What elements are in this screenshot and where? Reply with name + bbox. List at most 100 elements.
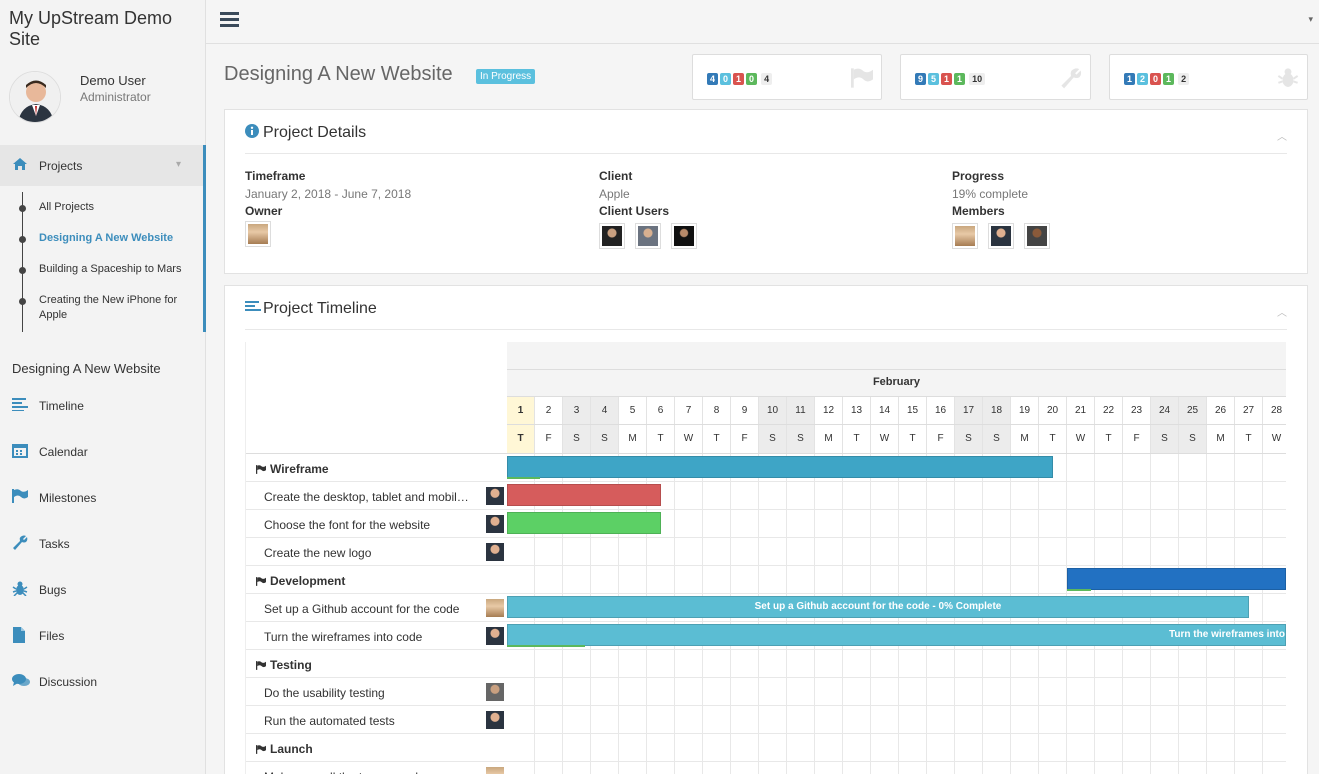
gantt-bar[interactable] (507, 512, 661, 534)
user-name[interactable]: Demo User (80, 73, 146, 88)
gantt-bar[interactable] (507, 484, 661, 506)
avatar[interactable] (486, 543, 504, 561)
chevron-down-icon: ▾ (176, 159, 182, 170)
user-role: Administrator (80, 90, 151, 104)
avatar[interactable] (486, 487, 504, 505)
gantt-task-row[interactable]: Turn the wireframes into code (246, 622, 508, 650)
weekday-cell: M (1207, 425, 1235, 453)
collapse-icon[interactable]: ︿ (1277, 132, 1287, 143)
gantt-bar[interactable]: Set up a Github account for the code - 0… (507, 596, 1249, 618)
flag-icon (12, 489, 30, 505)
gantt-task-row[interactable]: Choose the font for the website (246, 510, 508, 538)
day-cell: 3 (563, 397, 591, 424)
avatar[interactable] (486, 711, 504, 729)
weekday-cell: S (787, 425, 815, 453)
weekday-cell: T (1235, 425, 1263, 453)
members-avatars (952, 223, 1050, 249)
weekday-cell: F (1123, 425, 1151, 453)
client-value: Apple (599, 187, 630, 201)
site-title[interactable]: My UpStream Demo Site (9, 8, 173, 49)
hamburger-menu-icon[interactable] (220, 12, 239, 28)
project-link-website[interactable]: Designing A New Website (19, 231, 189, 246)
avatar[interactable] (9, 71, 61, 123)
avatar[interactable] (671, 223, 697, 249)
day-cell: 26 (1207, 397, 1235, 424)
project-link-iphone[interactable]: Creating the New iPhone for Apple (19, 293, 189, 323)
day-cell: 11 (787, 397, 815, 424)
gantt-bar-progress (507, 477, 540, 479)
grid-column (1263, 454, 1286, 774)
home-icon (12, 157, 28, 174)
chevron-down-icon[interactable]: ▾ (1308, 14, 1313, 24)
client-users-label: Client Users (599, 204, 670, 218)
timeframe-label: Timeframe (245, 169, 306, 183)
gantt-bar[interactable]: Turn the wireframes into (507, 624, 1286, 646)
gantt-group-row[interactable]: Testing (246, 650, 508, 678)
progress-value: 19% complete (952, 187, 1029, 201)
members-label: Members (952, 204, 1005, 218)
weekday-cell: S (1179, 425, 1207, 453)
day-cell: 23 (1123, 397, 1151, 424)
gantt-bar[interactable] (507, 456, 1053, 478)
avatar[interactable] (486, 767, 504, 774)
nav-bugs[interactable]: Bugs (0, 575, 206, 605)
gantt-task-row[interactable]: Create the new logo (246, 538, 508, 566)
weekday-cell: T (507, 425, 535, 453)
day-cell: 13 (843, 397, 871, 424)
day-cell: 27 (1235, 397, 1263, 424)
gantt-row-label: Launch (270, 742, 313, 756)
avatar[interactable] (635, 223, 661, 249)
day-cell: 12 (815, 397, 843, 424)
project-link-all[interactable]: All Projects (19, 200, 189, 215)
bug-icon (12, 581, 30, 597)
info-icon (245, 124, 259, 138)
flag-icon (256, 743, 266, 754)
avatar[interactable] (988, 223, 1014, 249)
nav-files[interactable]: Files (0, 621, 206, 651)
avatar[interactable] (599, 223, 625, 249)
nav-projects[interactable]: Projects ▾ (0, 145, 206, 186)
gantt-row-label: Wireframe (270, 462, 329, 476)
nav-calendar[interactable]: Calendar (0, 437, 206, 467)
gantt-grid: Set up a Github account for the code - 0… (507, 454, 1286, 774)
day-cell: 17 (955, 397, 983, 424)
nav-milestones[interactable]: Milestones (0, 483, 206, 513)
weekday-cell: S (563, 425, 591, 453)
day-cell: 5 (619, 397, 647, 424)
nav-tasks[interactable]: Tasks (0, 529, 206, 559)
gantt-bar[interactable] (1067, 568, 1286, 590)
avatar[interactable] (486, 627, 504, 645)
project-submenu: All Projects Designing A New Website Bui… (0, 186, 206, 332)
avatar[interactable] (952, 223, 978, 249)
collapse-icon[interactable]: ︿ (1277, 308, 1287, 319)
flag-icon (851, 67, 873, 89)
gantt-row-label: Choose the font for the website (264, 518, 431, 532)
weekday-cell: S (1151, 425, 1179, 453)
nav-projects-label: Projects (39, 159, 83, 173)
nav-discussion[interactable]: Discussion (0, 667, 206, 697)
gantt-task-row[interactable]: Run the automated tests (246, 706, 508, 734)
avatar[interactable] (1024, 223, 1050, 249)
gantt-row-label: Create the desktop, tablet and mobile mo… (264, 490, 472, 504)
weekday-cell: T (1039, 425, 1067, 453)
avatar[interactable] (486, 683, 504, 701)
nav-timeline[interactable]: Timeline (0, 391, 206, 421)
gantt-group-row[interactable]: Development (246, 566, 508, 594)
avatar[interactable] (486, 515, 504, 533)
gantt-task-row[interactable]: Set up a Github account for the code (246, 594, 508, 622)
gantt-group-row[interactable]: Wireframe (246, 454, 508, 482)
avatar[interactable] (245, 221, 271, 247)
project-link-spaceship[interactable]: Building a Spaceship to Mars (19, 262, 189, 277)
current-project-heading: Designing A New Website (12, 361, 161, 376)
gantt-task-row[interactable]: Do the usability testing (246, 678, 508, 706)
calendar-icon (12, 443, 30, 459)
gantt-task-row[interactable]: Create the desktop, tablet and mobile mo… (246, 482, 508, 510)
tasks-stat-box[interactable]: 9 5 1 1 10 (900, 54, 1091, 100)
avatar[interactable] (486, 599, 504, 617)
gantt-task-row[interactable]: Make sure all the team members are ready (246, 762, 508, 774)
gantt-group-row[interactable]: Launch (246, 734, 508, 762)
gantt-timeline-area: February 1 2 3 4 5 6 7 8 9 10 11 12 13 14 15 16 17 18 19 20… (507, 342, 1286, 774)
day-cell: 21 (1067, 397, 1095, 424)
